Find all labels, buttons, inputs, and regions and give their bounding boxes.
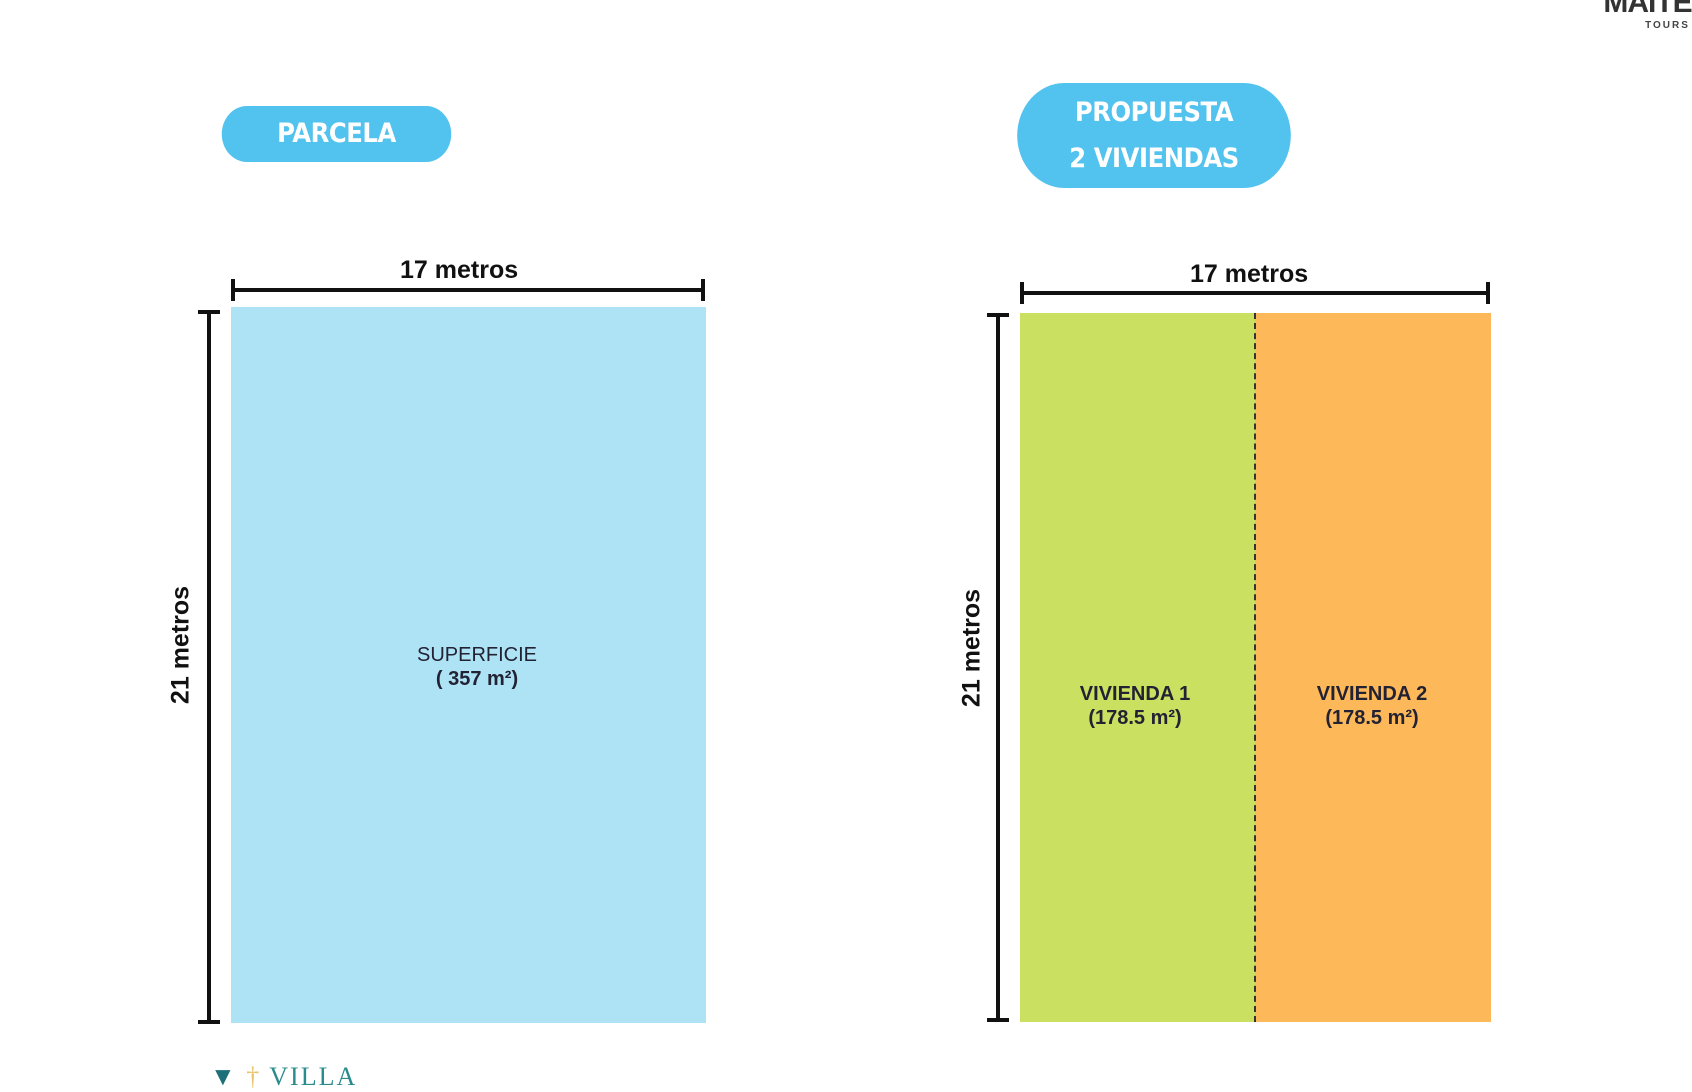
dimension-cap	[198, 1020, 220, 1024]
parcela-area	[231, 307, 706, 1023]
maite-tours-logo: MAITE TOURS	[1603, 0, 1692, 31]
division-dashed-line	[1254, 313, 1256, 1022]
parcela-width-dimension-line	[233, 288, 703, 292]
propuesta-width-dimension-line	[1022, 291, 1488, 295]
dimension-cap	[1486, 282, 1490, 304]
dimension-cap	[987, 1018, 1009, 1022]
vivienda-2-label: VIVIENDA 2 (178.5 m²)	[1272, 682, 1472, 730]
vivienda-1-area-value: (178.5 m²)	[1088, 707, 1182, 729]
vivienda-1-area	[1020, 313, 1255, 1022]
propuesta-title-pill: PROPUESTA 2 VIVIENDAS	[1017, 83, 1291, 188]
dimension-cap	[231, 279, 235, 301]
dimension-cap	[198, 310, 220, 314]
propuesta-title-line1: PROPUESTA	[1074, 96, 1234, 128]
parcela-area-title: SUPERFICIE	[416, 644, 538, 666]
dimension-cap	[701, 279, 705, 301]
propuesta-height-label: 21 metros	[957, 588, 986, 708]
villa-logo: ▼ † VILLA	[210, 1062, 358, 1091]
propuesta-width-label: 17 metros	[1190, 260, 1309, 288]
vivienda-1-name: VIVIENDA 1	[1079, 683, 1191, 705]
vivienda-2-area	[1255, 313, 1491, 1022]
vivienda-1-label: VIVIENDA 1 (178.5 m²)	[1035, 682, 1235, 730]
parcela-title-pill: PARCELA	[221, 106, 452, 162]
dimension-cap	[987, 313, 1009, 317]
parcela-area-value: ( 357 m²)	[435, 668, 519, 690]
parcela-height-dimension-line	[207, 312, 211, 1022]
parcela-title: PARCELA	[277, 118, 396, 149]
propuesta-title-line2: 2 VIVIENDAS	[1069, 142, 1239, 174]
vivienda-2-area-value: (178.5 m²)	[1325, 707, 1419, 729]
parcela-width-label: 17 metros	[400, 256, 519, 284]
parcela-height-label: 21 metros	[166, 585, 195, 705]
propuesta-height-dimension-line	[996, 315, 1000, 1020]
parcela-area-label: SUPERFICIE ( 357 m²)	[377, 643, 577, 691]
vivienda-2-name: VIVIENDA 2	[1316, 683, 1428, 705]
dimension-cap	[1020, 282, 1024, 304]
